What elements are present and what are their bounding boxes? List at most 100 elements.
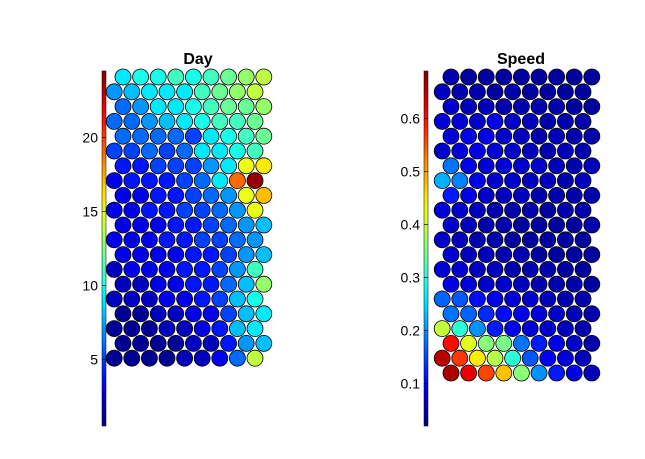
som-cell (255, 275, 273, 293)
colorbar-tick-label: 5 (90, 351, 98, 367)
som-cell (123, 290, 141, 308)
som-cell (167, 127, 185, 145)
som-cell (105, 113, 123, 130)
som-cell (557, 320, 574, 338)
som-cell (433, 231, 451, 249)
som-cell (255, 216, 273, 234)
som-cell (237, 186, 255, 204)
som-cell (486, 349, 504, 367)
som-cell (237, 127, 255, 145)
som-cell (513, 216, 530, 234)
som-cell (228, 231, 246, 249)
som-cell (132, 127, 150, 145)
som-cell (451, 113, 469, 130)
som-cell (468, 83, 486, 101)
som-cell (220, 305, 238, 323)
som-cell (451, 201, 469, 219)
som-cell (477, 334, 495, 352)
som-cell (123, 349, 141, 367)
som-cell (530, 157, 548, 175)
som-cell (228, 83, 246, 101)
som-cell (211, 113, 229, 130)
som-cell (202, 127, 220, 145)
som-cell (486, 172, 504, 190)
som-cell (237, 216, 255, 234)
som-cell (548, 157, 565, 175)
som-cell (114, 275, 132, 293)
som-cell (468, 201, 486, 219)
som-cell (495, 216, 513, 234)
som-cell (176, 320, 194, 338)
som-cell (176, 260, 194, 278)
som-cell (468, 320, 486, 338)
som-cell (583, 157, 601, 175)
som-cell (433, 320, 451, 338)
som-cell (477, 246, 495, 264)
som-cell (246, 83, 264, 101)
som-cell (477, 157, 495, 175)
som-cell (504, 201, 521, 219)
som-cell (548, 216, 565, 234)
som-cell (202, 186, 220, 204)
som-cell (460, 68, 478, 86)
som-cell (237, 68, 255, 86)
som-cell (123, 231, 141, 249)
som-cell (557, 172, 574, 190)
som-cell (530, 275, 548, 293)
som-cell (123, 260, 141, 278)
som-cell (132, 157, 150, 175)
som-cell (565, 68, 583, 86)
som-cell (149, 98, 167, 115)
som-cell (442, 364, 460, 382)
som-cell (149, 68, 167, 86)
speed-component-plane: Speed 0.1 0.2 0.3 0.4 0.5 0.6 (401, 51, 601, 427)
som-cell (513, 364, 530, 382)
som-cell (184, 246, 202, 264)
som-cell (504, 290, 521, 308)
som-cell (132, 98, 150, 115)
panel-title: Day (183, 51, 212, 68)
som-cell (176, 83, 194, 101)
som-cell (202, 68, 220, 86)
som-cell (193, 201, 211, 219)
som-cell (574, 201, 592, 219)
som-cell (565, 275, 583, 293)
som-cell (539, 172, 557, 190)
som-cell (105, 320, 123, 338)
som-cell (477, 186, 495, 204)
som-cell (184, 305, 202, 323)
som-cell (495, 98, 513, 115)
som-cell (548, 127, 565, 145)
som-cell (255, 186, 273, 204)
som-cell (123, 172, 141, 190)
som-cell (211, 320, 229, 338)
som-cell (548, 98, 565, 115)
som-cell (140, 320, 158, 338)
som-cell (548, 275, 565, 293)
som-cell (486, 290, 504, 308)
panel-title: Speed (497, 51, 545, 68)
som-cell (211, 260, 229, 278)
som-cell (105, 290, 123, 308)
som-cell (184, 275, 202, 293)
som-cell (158, 349, 176, 367)
som-cell (114, 127, 132, 145)
som-cell (158, 142, 176, 160)
som-cell (132, 334, 150, 352)
som-cell (451, 290, 469, 308)
som-cell (495, 334, 513, 352)
som-cell (105, 201, 123, 219)
som-cell (220, 246, 238, 264)
som-cell (255, 98, 273, 115)
som-cell (246, 201, 264, 219)
som-cell (220, 186, 238, 204)
som-cell (460, 305, 478, 323)
som-cell (486, 142, 504, 160)
som-cell (158, 320, 176, 338)
som-cell (477, 275, 495, 293)
som-cell (513, 68, 530, 86)
som-cell (184, 157, 202, 175)
som-cell (530, 364, 548, 382)
som-cell (460, 127, 478, 145)
som-cell (513, 305, 530, 323)
